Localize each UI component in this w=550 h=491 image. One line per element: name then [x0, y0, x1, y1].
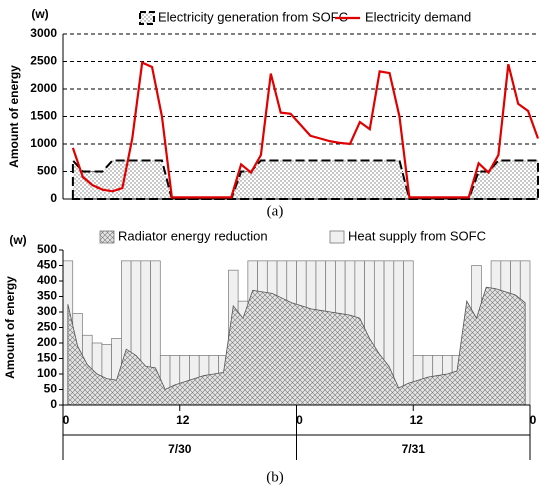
legend-swatch: [139, 11, 155, 25]
y-tick-label: 2500: [30, 54, 57, 68]
x-tick-label: 0: [63, 413, 70, 427]
y-tick-label: 0: [50, 191, 57, 205]
y-tick-label: 400: [37, 273, 57, 287]
y-tick-label: 200: [37, 335, 57, 349]
y-tick-label: 250: [37, 320, 57, 334]
x-tick-label: 0: [296, 413, 303, 427]
y-tick-label: 500: [37, 242, 57, 256]
y-tick-label: 350: [37, 289, 57, 303]
unit-label: (w): [9, 233, 26, 247]
area: [71, 157, 539, 200]
legend-label: Radiator energy reduction: [118, 228, 268, 243]
day-label: 7/30: [168, 442, 192, 456]
legend-label: Electricity demand: [365, 9, 471, 24]
line: [71, 60, 540, 199]
y-tick-label: 3000: [30, 26, 57, 40]
y-axis-label: Amount of energy: [7, 65, 21, 168]
y-tick-label: 300: [37, 304, 57, 318]
y-tick-label: 0: [50, 397, 57, 411]
y-tick-label: 100: [37, 366, 57, 380]
legend-swatch: [99, 230, 115, 244]
y-tick-label: 450: [37, 258, 57, 272]
y-tick-label: 50: [44, 382, 58, 396]
x-tick-label: 12: [410, 413, 424, 427]
legend-swatch: [329, 230, 345, 244]
y-tick-label: 1000: [30, 136, 57, 150]
legend-label: Heat supply from SOFC: [348, 228, 486, 243]
caption: (a): [267, 203, 284, 219]
y-tick-label: 500: [37, 164, 57, 178]
y-tick-label: 150: [37, 351, 57, 365]
area: [67, 286, 526, 406]
x-tick-label: 12: [176, 413, 190, 427]
unit-label: (w): [31, 7, 48, 21]
y-tick-label: 2000: [30, 81, 57, 95]
caption: (b): [266, 469, 284, 485]
day-label: 7/31: [402, 442, 426, 456]
legend-label: Electricity generation from SOFC: [158, 9, 348, 24]
y-tick-label: 1500: [30, 109, 57, 123]
y-axis-label: Amount of energy: [3, 276, 17, 379]
x-tick-label: 0: [530, 413, 537, 427]
